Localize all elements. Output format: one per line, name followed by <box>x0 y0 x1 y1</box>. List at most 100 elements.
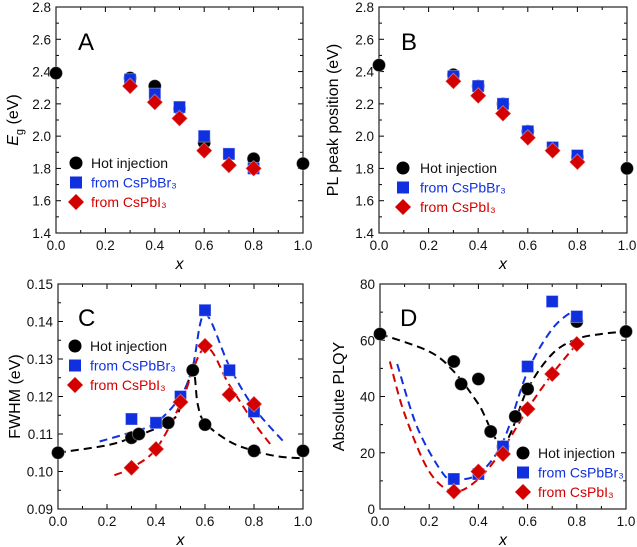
x-axis-label: x <box>176 532 186 547</box>
data-point <box>147 440 165 458</box>
data-point <box>149 416 163 430</box>
legend-label: from CsPbBr₃ <box>91 175 177 191</box>
data-point <box>469 87 487 105</box>
data-point <box>494 104 512 123</box>
legend-label: from CsPbBr₃ <box>90 358 176 374</box>
x-tick-label: 0.0 <box>370 238 389 253</box>
x-tick-label: 0.2 <box>96 238 115 253</box>
data-point <box>570 310 584 323</box>
y-tick-label: 1.4 <box>32 226 51 241</box>
legend-marker <box>515 484 531 500</box>
y-tick-label: 2.0 <box>355 129 374 144</box>
data-point <box>545 295 559 308</box>
y-tick-label: 2.6 <box>355 32 374 47</box>
legend: Hot injection from CsPbBr₃ from CsPbI₃ <box>395 160 506 215</box>
legend-marker <box>68 339 82 353</box>
x-tick-label: 1.0 <box>617 514 636 529</box>
legend-label: from CsPbBr₃ <box>538 465 624 481</box>
y-axis-label: Absolute PLQY <box>331 341 348 451</box>
x-tick-label: 0.6 <box>518 238 537 253</box>
legend-label: from CsPbI₃ <box>538 484 614 500</box>
data-point <box>247 443 261 458</box>
x-tick-label: 1.0 <box>618 238 637 253</box>
data-point <box>445 482 463 501</box>
panel-b: 0.0 0.2 0.4 0.6 0.8 1.0 1.4 1.6 1.8 2.0 2.2 2.4 2.6 2… <box>325 0 636 273</box>
data-point <box>245 395 263 413</box>
legend-marker <box>68 194 84 210</box>
data-point <box>185 363 200 378</box>
x-tick-label: 1.0 <box>294 514 313 529</box>
y-axis-label: FWHM (eV) <box>7 354 24 438</box>
data-point <box>223 363 236 377</box>
data-point <box>220 156 238 174</box>
data-point <box>373 327 387 341</box>
panel-c: 0.0 0.2 0.4 0.6 0.8 1.0 0.09 0.10 0.11 0.12 0.13 0.… <box>7 277 312 547</box>
legend-marker <box>397 181 409 194</box>
y-tick-label: 1.4 <box>355 226 374 241</box>
series-0 <box>373 314 633 454</box>
plot-frame <box>57 283 304 510</box>
y-axis-label-unit: (eV) <box>5 94 22 129</box>
data-point <box>372 58 386 73</box>
y-axis-label-main: Absolute PLQY <box>331 341 348 451</box>
legend-marker <box>516 446 530 460</box>
data-point <box>125 412 138 426</box>
series-2 <box>121 77 263 178</box>
legend-marker <box>69 359 81 372</box>
data-point <box>49 66 63 81</box>
y-axis-label-main: FWHM (eV) <box>7 354 24 438</box>
y-axis-label: Eg (eV) <box>5 94 26 145</box>
panel-d: 0.0 0.2 0.4 0.6 0.8 1.0 0 20 40 60 80 x Absolute PLQ… <box>331 277 635 547</box>
legend-marker <box>517 466 529 479</box>
data-point <box>296 443 310 458</box>
data-point <box>494 445 512 463</box>
x-axis-label: x <box>175 256 185 273</box>
x-tick-label: 0.2 <box>419 238 438 253</box>
legend-label: from CsPbI₃ <box>91 194 167 210</box>
legend-label: from CsPbI₃ <box>90 377 166 393</box>
y-tick-label: 1.8 <box>355 161 374 176</box>
y-tick-label: 0.13 <box>27 352 53 367</box>
x-tick-label: 0.2 <box>98 514 117 529</box>
y-axis-label-main: PL peak position (eV) <box>325 44 342 196</box>
y-tick-label: 0.11 <box>28 427 53 442</box>
data-point <box>171 393 190 411</box>
data-point <box>619 324 633 339</box>
y-axis-label-sub: g <box>14 129 26 135</box>
x-tick-label: 0.8 <box>245 514 264 529</box>
data-point <box>244 159 263 178</box>
y-tick-label: 0.12 <box>27 390 53 405</box>
legend-marker <box>67 377 83 393</box>
y-tick-label: 2.2 <box>32 97 51 112</box>
panel-letter: C <box>78 305 95 332</box>
series-2 <box>445 335 586 501</box>
data-point <box>471 372 486 386</box>
y-tick-label: 2.0 <box>32 129 51 144</box>
y-tick-label: 1.6 <box>355 194 374 209</box>
x-tick-label: 0.6 <box>196 514 215 529</box>
data-point <box>51 445 65 460</box>
data-point <box>195 141 213 160</box>
data-point <box>198 417 212 432</box>
data-point <box>543 365 561 383</box>
x-axis-label: x <box>498 256 508 273</box>
plot-frame <box>379 283 627 510</box>
legend-marker <box>70 176 82 189</box>
y-tick-label: 2.8 <box>32 0 51 15</box>
data-point <box>518 400 537 418</box>
data-point <box>198 303 212 317</box>
legend-marker <box>396 161 410 175</box>
plot-frame <box>55 6 304 234</box>
x-tick-label: 0.4 <box>147 514 166 529</box>
x-axis-label: x <box>498 532 508 547</box>
data-point <box>446 354 461 369</box>
x-tick-label: 0.4 <box>145 238 164 253</box>
x-tick-label: 0.2 <box>420 514 439 529</box>
data-point <box>508 409 523 424</box>
x-tick-label: 0.6 <box>195 238 214 253</box>
x-tick-label: 0.0 <box>371 514 390 529</box>
series-1 <box>446 69 584 163</box>
data-point <box>521 360 535 373</box>
y-tick-label: 60 <box>360 333 375 348</box>
data-point <box>131 427 146 441</box>
